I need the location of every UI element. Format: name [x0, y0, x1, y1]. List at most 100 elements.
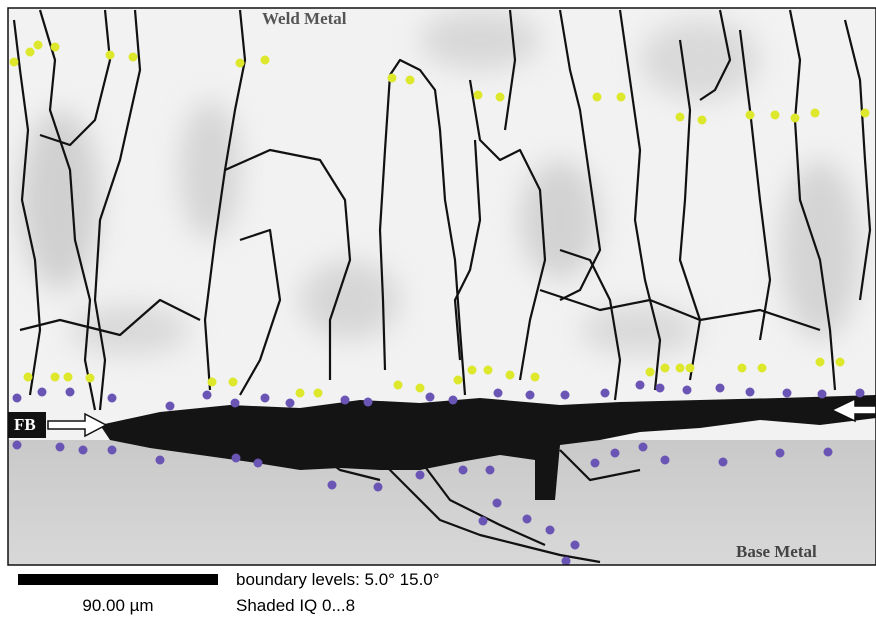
marker [208, 378, 217, 387]
marker [494, 389, 503, 398]
marker [561, 391, 570, 400]
marker [716, 384, 725, 393]
marker [617, 93, 626, 102]
marker [66, 388, 75, 397]
marker [24, 373, 33, 382]
marker [34, 41, 43, 50]
marker [661, 364, 670, 373]
marker [686, 364, 695, 373]
marker [388, 74, 397, 83]
marker [661, 456, 670, 465]
marker [108, 446, 117, 455]
marker [523, 515, 532, 524]
marker [261, 56, 270, 65]
marker [236, 59, 245, 68]
marker [468, 366, 477, 375]
marker [406, 76, 415, 85]
map-area: FB Weld Metal Base Metal [8, 8, 876, 566]
marker [108, 394, 117, 403]
marker [341, 396, 350, 405]
marker [856, 389, 865, 398]
fb-label: FB [14, 415, 36, 434]
marker [531, 373, 540, 382]
marker [51, 43, 60, 52]
marker [656, 384, 665, 393]
marker [818, 390, 827, 399]
marker [166, 402, 175, 411]
marker [758, 364, 767, 373]
marker [64, 373, 73, 382]
marker [364, 398, 373, 407]
marker [526, 391, 535, 400]
weld-metal-label: Weld Metal [262, 9, 347, 28]
marker [493, 499, 502, 508]
marker [484, 366, 493, 375]
marker [129, 53, 138, 62]
marker [286, 399, 295, 408]
marker [836, 358, 845, 367]
marker [56, 443, 65, 452]
marker [474, 91, 483, 100]
marker [593, 93, 602, 102]
marker [261, 394, 270, 403]
marker [611, 449, 620, 458]
marker [746, 111, 755, 120]
marker [816, 358, 825, 367]
marker [783, 389, 792, 398]
marker [776, 449, 785, 458]
marker [254, 459, 263, 468]
marker [394, 381, 403, 390]
marker [106, 51, 115, 60]
marker [51, 373, 60, 382]
marker [676, 364, 685, 373]
micrograph-figure: FB Weld Metal Base Metal 90.00 µm bounda… [0, 0, 876, 625]
marker [646, 368, 655, 377]
marker [26, 48, 35, 57]
marker [546, 526, 555, 535]
marker [296, 389, 305, 398]
marker [203, 391, 212, 400]
marker [861, 109, 870, 118]
marker [771, 111, 780, 120]
marker [79, 446, 88, 455]
marker [232, 454, 241, 463]
marker [374, 483, 383, 492]
marker [562, 557, 571, 566]
marker [636, 381, 645, 390]
scale-bar [18, 574, 218, 585]
marker [10, 58, 19, 67]
marker [479, 517, 488, 526]
base-metal-label: Base Metal [736, 542, 817, 561]
scale-bar-label: 90.00 µm [82, 596, 153, 615]
marker [639, 443, 648, 452]
marker [571, 541, 580, 550]
marker [791, 114, 800, 123]
marker [506, 371, 515, 380]
marker [676, 113, 685, 122]
marker [811, 109, 820, 118]
marker [591, 459, 600, 468]
marker [698, 116, 707, 125]
marker [86, 374, 95, 383]
marker [229, 378, 238, 387]
marker [824, 448, 833, 457]
marker [328, 481, 337, 490]
page: FB Weld Metal Base Metal 90.00 µm bounda… [0, 0, 876, 625]
marker [38, 388, 47, 397]
marker [486, 466, 495, 475]
marker [426, 393, 435, 402]
marker [416, 471, 425, 480]
marker [459, 466, 468, 475]
marker [454, 376, 463, 385]
marker [601, 389, 610, 398]
marker [496, 93, 505, 102]
marker [416, 384, 425, 393]
shading-range: Shaded IQ 0...8 [236, 596, 355, 615]
marker [156, 456, 165, 465]
marker [231, 399, 240, 408]
marker [449, 396, 458, 405]
marker [738, 364, 747, 373]
marker [13, 394, 22, 403]
marker [314, 389, 323, 398]
marker [683, 386, 692, 395]
